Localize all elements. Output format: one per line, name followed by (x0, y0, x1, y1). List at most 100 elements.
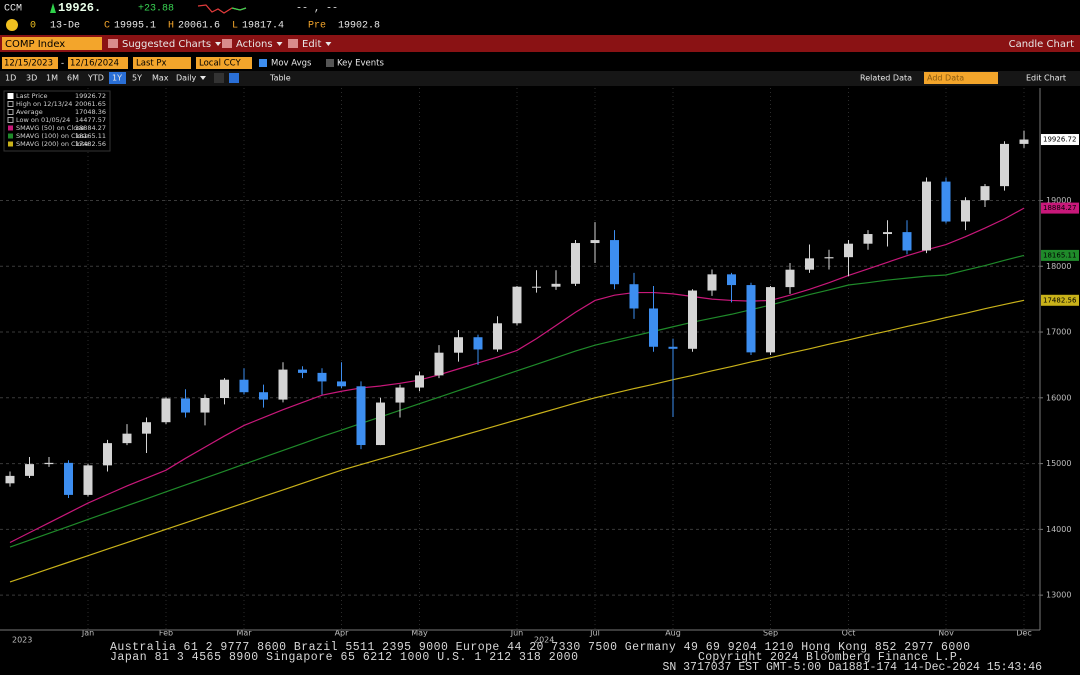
x-tick-label: Feb (159, 629, 173, 638)
candle-body (1019, 139, 1029, 144)
menus: Suggested Charts Actions Edit (108, 39, 332, 50)
candle-body (551, 283, 561, 287)
legend-label: SMAVG (100) on Close (16, 132, 89, 140)
chart: Jan Feb Mar Apr May Jun Jul Aug Sep Oct Nov Dec 1300… (0, 88, 1079, 638)
bid-ask: -- , -- (296, 4, 338, 15)
period[interactable]: Max (152, 74, 169, 83)
candle-body (961, 200, 970, 222)
toggle[interactable]: Mov Avgs (271, 59, 312, 69)
moving-average-line (9, 207, 1025, 544)
candle-body (103, 443, 112, 466)
legend-label: Average (16, 108, 43, 116)
price-tag-label: 17482.56 (1043, 296, 1077, 304)
candle-body (668, 346, 678, 349)
candle-body (317, 372, 327, 382)
currency-select[interactable] (196, 57, 252, 69)
menu[interactable]: Edit (302, 39, 321, 50)
add-data-field[interactable] (924, 72, 998, 84)
legend-value: 17482.56 (75, 140, 106, 148)
toggle[interactable]: Key Events (337, 59, 384, 69)
x-tick-label: Apr (335, 629, 350, 638)
table-button[interactable]: Table (269, 74, 291, 83)
period[interactable]: 5Y (132, 74, 142, 83)
quote-field: 13-De (50, 21, 80, 32)
period[interactable]: 1Y (112, 74, 122, 83)
menu-icon (108, 39, 118, 48)
moving-average-line (9, 299, 1025, 583)
legend-value: 19926.72 (75, 92, 106, 100)
candle-body (512, 286, 522, 324)
x-tick-label: Sep (763, 629, 778, 638)
period-selected (109, 72, 126, 84)
candle-body (161, 398, 171, 423)
candle-body (902, 232, 912, 251)
candle-body (298, 369, 307, 373)
period[interactable]: 1M (46, 74, 58, 83)
candle-body (844, 243, 853, 258)
price-tag-label: 18884.27 (1043, 204, 1076, 212)
legend-label: Low on 01/05/24 (16, 116, 70, 124)
tool-icon[interactable] (214, 73, 224, 83)
end-field[interactable] (68, 57, 128, 69)
menu[interactable]: Suggested Charts (122, 39, 211, 50)
checkbox[interactable] (259, 59, 267, 67)
candle-body (83, 465, 93, 495)
period[interactable]: 3D (26, 74, 37, 83)
x-tick-label: May (411, 629, 428, 638)
related-data[interactable]: Related Data (860, 74, 912, 83)
dropdown-arrow (200, 76, 206, 80)
end-date: 12/16/2024 (70, 59, 119, 69)
security-field[interactable] (2, 37, 102, 50)
candle-body (25, 464, 34, 476)
candle-body (337, 381, 346, 387)
tool-icon[interactable] (229, 73, 239, 83)
quote-field: L (232, 21, 238, 32)
checkbox[interactable] (326, 59, 334, 67)
candle-body (980, 186, 990, 201)
copyright: Copyright 2024 Bloomberg Finance L.P. (698, 651, 964, 664)
legend-swatch (8, 133, 13, 139)
x-tick-label: Jul (589, 629, 600, 638)
candle-body (707, 274, 717, 291)
candle-body (766, 287, 775, 353)
session-info: SN 3717037 EST GMT-5:00 Da1881-174 14-De… (662, 661, 1042, 674)
edit-chart[interactable]: Edit Chart (1026, 74, 1066, 83)
y-tick-label: 19000 (1046, 196, 1071, 205)
quote-field: H (168, 21, 174, 32)
candle-body (493, 323, 502, 350)
menu-icon (222, 39, 232, 48)
price-tag (1041, 202, 1079, 214)
legend-swatch (7, 117, 14, 123)
price-tag (1041, 134, 1079, 146)
price-field: Last Px (136, 59, 167, 69)
legend-swatch (7, 93, 14, 99)
moving-average-line (9, 254, 1025, 548)
candle-body (239, 379, 249, 393)
quote-row: 0 13-De C 19995.1 H 20061.6 L 19817.4 Pre 19902.8 (30, 21, 380, 32)
legend-swatch (7, 109, 14, 115)
period[interactable]: 6M (67, 74, 79, 83)
menu[interactable]: Actions (236, 39, 273, 50)
frequency[interactable]: Daily (176, 74, 197, 83)
x-tick-label: Nov (938, 629, 954, 638)
legend-value: 17048.36 (75, 108, 106, 116)
candle-body (727, 274, 736, 286)
period[interactable]: 1D (5, 74, 16, 83)
period[interactable]: YTD (87, 74, 104, 83)
chart-type: Candle Chart (1009, 39, 1074, 50)
candle-body (629, 284, 639, 309)
quote-field: 20061.6 (178, 21, 220, 32)
menu-icon (288, 39, 298, 48)
start-field[interactable] (2, 57, 58, 69)
field-select[interactable] (133, 57, 191, 69)
quote-field: 19995.1 (114, 21, 156, 32)
toolbar (0, 35, 1080, 52)
security: COMP Index (5, 39, 65, 50)
x-tick-label: Jan (81, 629, 94, 638)
candle-body (434, 352, 444, 376)
y-tick-label: 14000 (1046, 525, 1071, 534)
date-separator: - (61, 59, 64, 69)
candle-body (44, 462, 54, 465)
legend-label: SMAVG (50) on Close (16, 124, 85, 132)
